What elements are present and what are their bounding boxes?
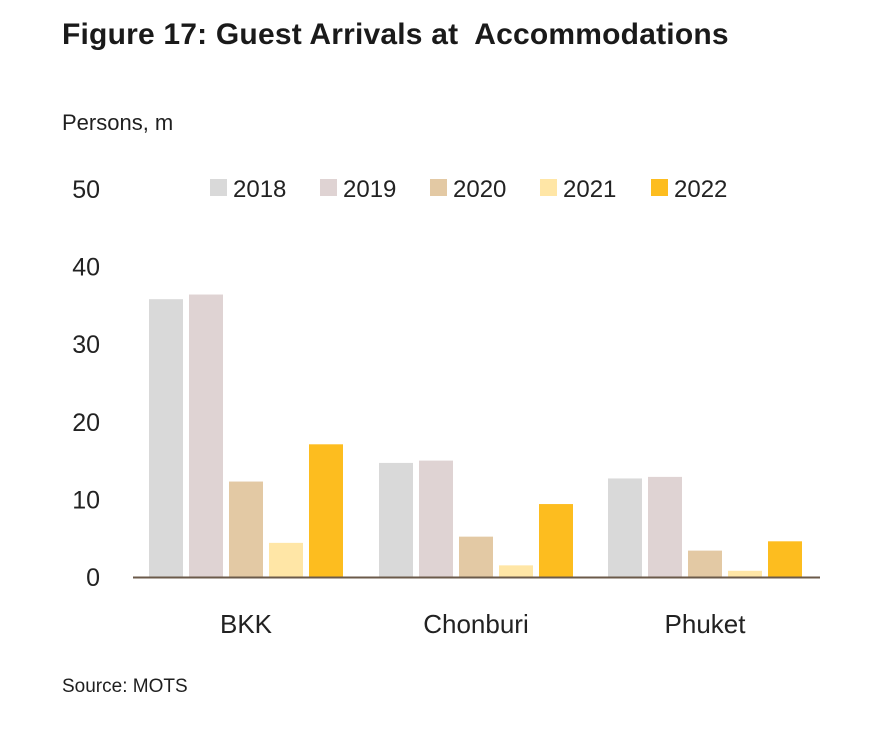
legend-label-2018: 2018 <box>233 176 286 203</box>
bars <box>149 294 802 577</box>
x-axis-categories: BKK Chonburi Phuket <box>220 609 746 639</box>
bar-phuket-2020 <box>688 550 722 577</box>
legend-swatch-2022 <box>651 179 668 196</box>
category-label-phuket: Phuket <box>665 609 747 639</box>
bar-bkk-2021 <box>269 542 303 577</box>
bar-phuket-2022 <box>768 541 802 577</box>
bar-bkk-2018 <box>149 299 183 577</box>
legend-swatch-2020 <box>430 179 447 196</box>
y-tick-label: 40 <box>72 254 100 282</box>
legend-label-2022: 2022 <box>674 176 727 203</box>
bar-chonburi-2022 <box>539 504 573 577</box>
category-label-bkk: BKK <box>220 609 273 639</box>
bar-chonburi-2021 <box>499 565 533 577</box>
y-tick-label: 30 <box>72 331 100 359</box>
legend-label-2019: 2019 <box>343 176 396 203</box>
bar-phuket-2019 <box>648 476 682 577</box>
legend: 2018 2019 2020 2021 2022 <box>210 176 727 203</box>
bar-chonburi-2019 <box>419 460 453 577</box>
category-label-chonburi: Chonburi <box>423 609 529 639</box>
y-tick-label: 20 <box>72 409 100 437</box>
bar-bkk-2022 <box>309 444 343 577</box>
legend-swatch-2018 <box>210 179 227 196</box>
chart-title: Figure 17: Guest Arrivals at Accommodati… <box>62 18 729 51</box>
bar-bkk-2019 <box>189 294 223 577</box>
bar-bkk-2020 <box>229 481 263 577</box>
y-axis-ticks: 0 10 20 30 40 50 <box>72 176 100 592</box>
bar-chonburi-2018 <box>379 462 413 577</box>
y-tick-label: 50 <box>72 176 100 204</box>
bar-phuket-2021 <box>728 570 762 577</box>
bar-phuket-2018 <box>608 478 642 577</box>
bar-chonburi-2020 <box>459 536 493 577</box>
legend-label-2020: 2020 <box>453 176 506 203</box>
y-tick-label: 0 <box>86 564 100 592</box>
legend-swatch-2019 <box>320 179 337 196</box>
legend-swatch-2021 <box>540 179 557 196</box>
source-note: Source: MOTS <box>62 676 188 697</box>
legend-label-2021: 2021 <box>563 176 616 203</box>
y-axis-unit-label: Persons, m <box>62 110 174 135</box>
y-tick-label: 10 <box>72 486 100 514</box>
